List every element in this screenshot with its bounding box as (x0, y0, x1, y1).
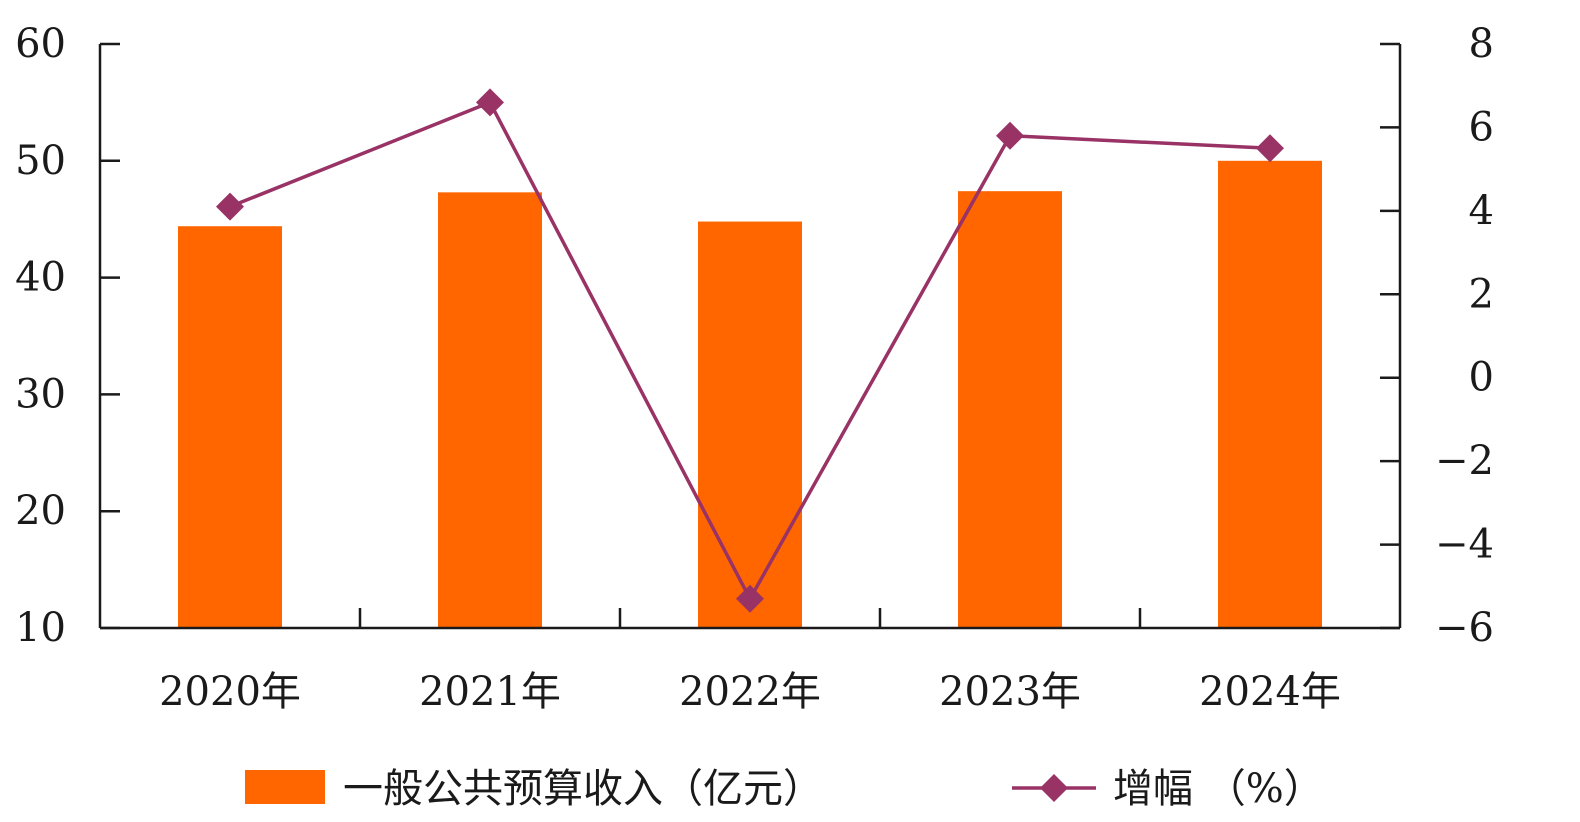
bar (1218, 160, 1322, 629)
y-right-tick-label: 0 (1469, 355, 1494, 401)
labels-layer: 10 20 30 40 50 60 −6 −4 −2 0 2 4 6 8 2020年 2021年 2022年 20… (15, 21, 1494, 715)
y-right-tick-label: 2 (1469, 271, 1494, 317)
y-left-tick-label: 40 (15, 255, 66, 301)
growth-point (216, 192, 244, 221)
y-right-tick-label: 6 (1469, 104, 1494, 150)
x-tick-label: 2021年 (419, 669, 561, 715)
line-layer (216, 88, 1284, 613)
bars-layer (178, 160, 1322, 629)
x-tick-label: 2023年 (939, 669, 1081, 715)
y-right-tick-label: −4 (1435, 522, 1494, 568)
legend-bar-label: 一般公共预算收入（亿元） (343, 766, 823, 812)
growth-point (996, 121, 1024, 150)
growth-point (736, 584, 764, 613)
bar (698, 221, 802, 628)
legend-bar-swatch (245, 770, 325, 804)
legend-line-label: 增幅 （%） (1113, 766, 1324, 812)
x-tick-label: 2022年 (679, 669, 821, 715)
y-left-tick-label: 10 (15, 605, 66, 651)
legend: 一般公共预算收入（亿元） 增幅 （%） (245, 766, 1324, 812)
y-left-tick-label: 50 (15, 138, 66, 184)
bar (958, 191, 1062, 628)
bar (178, 226, 282, 628)
x-tick-label: 2020年 (159, 669, 301, 715)
growth-point (476, 88, 504, 117)
y-left-tick-label: 30 (15, 371, 66, 417)
axes-layer (98, 42, 1402, 630)
x-tick-label: 2024年 (1199, 669, 1341, 715)
bar (438, 192, 542, 628)
y-right-tick-label: −2 (1435, 438, 1494, 484)
y-left-tick-label: 60 (15, 21, 66, 67)
y-right-tick-label: 8 (1469, 21, 1494, 67)
legend-line-marker (1040, 774, 1068, 802)
growth-point (1256, 134, 1284, 163)
y-left-tick-label: 20 (15, 488, 66, 534)
y-right-tick-label: −6 (1435, 605, 1494, 651)
y-right-tick-label: 4 (1469, 188, 1494, 234)
